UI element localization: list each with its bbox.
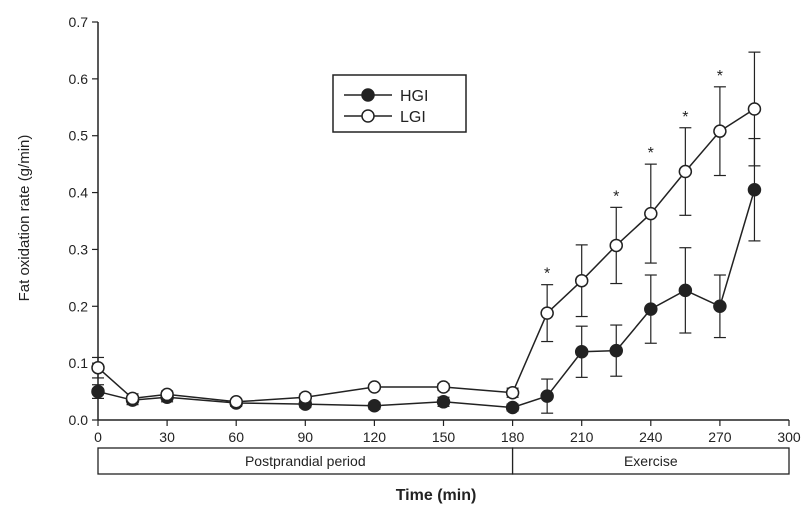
period-label: Postprandial period [245,453,366,469]
series-line-lgi [97,108,755,403]
series-lgi [91,51,762,409]
y-tick-label: 0.6 [69,71,89,87]
y-tick-label: 0.1 [69,355,89,371]
data-point-hgi [367,399,382,413]
y-tick-label: 0.3 [69,241,89,257]
x-tick-label: 300 [777,429,801,445]
y-tick-label: 0.4 [69,185,89,201]
data-point-hgi [609,343,623,358]
y-tick-label: 0.0 [69,412,89,428]
data-point-lgi [644,206,658,221]
x-tick-label: 0 [94,429,102,445]
series-line-hgi [97,189,756,409]
series-layer [91,51,762,415]
data-point-lgi [747,102,762,116]
legend-hgi-marker [361,88,375,102]
data-point-hgi [644,302,658,316]
x-tick-label: 30 [159,429,175,445]
x-tick-label: 270 [708,429,732,445]
data-point-lgi [298,390,313,405]
y-tick-label: 0.2 [69,298,89,314]
data-point-lgi [436,380,451,394]
legend-box [332,74,467,133]
legend: HGI LGI [332,74,467,133]
axes [92,21,790,426]
data-point-lgi [540,306,554,320]
data-point-hgi [574,345,589,359]
significance-star: * [544,266,550,283]
data-point-hgi [678,283,693,298]
data-point-lgi [125,391,140,406]
x-tick-label: 60 [228,429,244,445]
legend-hgi-label: HGI [400,88,428,105]
period-bars: Postprandial period Exercise [97,447,790,475]
data-point-hgi [436,395,451,409]
data-point-hgi [91,384,105,399]
data-point-lgi [609,238,623,253]
x-tick-label: 210 [570,429,594,445]
data-point-lgi [574,273,589,288]
x-axis-label: Time (min) [396,487,477,504]
period-label: Exercise [624,453,678,469]
significance-markers: * * * * * [544,68,723,283]
data-point-lgi [160,387,174,402]
x-tick-label: 240 [639,429,663,445]
x-tick-label: 150 [432,429,456,445]
significance-star: * [682,109,688,126]
x-tick-labels: 0 30 60 90 120 150 180 210 240 270 300 [94,429,801,445]
significance-star: * [717,68,723,85]
y-tick-label: 0.5 [69,128,89,144]
y-tick-labels: 0.0 0.1 0.2 0.3 0.4 0.5 0.6 0.7 [69,14,89,428]
data-point-hgi [713,299,727,314]
data-point-lgi [367,380,382,394]
y-axis-label: Fat oxidation rate (g/min) [16,135,33,302]
data-point-lgi [505,385,520,400]
x-tick-label: 180 [501,429,525,445]
data-point-lgi [678,164,693,179]
y-tick-label: 0.7 [69,14,89,30]
data-point-lgi [229,395,243,409]
data-point-hgi [505,400,520,415]
data-point-hgi [747,182,762,197]
series-hgi [91,137,762,415]
x-tick-label: 90 [298,429,314,445]
legend-lgi-marker [361,109,375,123]
data-point-lgi [713,124,727,138]
data-point-hgi [540,389,554,403]
period-box [511,447,790,475]
significance-star: * [648,145,654,162]
x-tick-label: 120 [363,429,387,445]
legend-lgi-label: LGI [400,109,426,126]
data-point-lgi [91,360,105,375]
significance-star: * [613,188,619,205]
period-box [97,447,514,475]
